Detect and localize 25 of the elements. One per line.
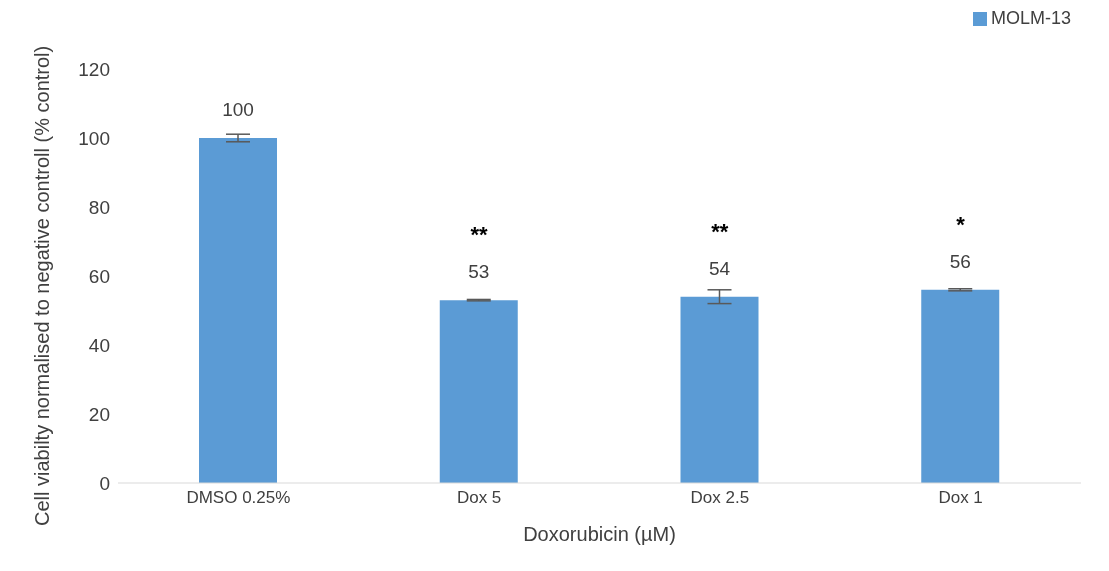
y-tick-label: 60 [88,265,110,287]
data-label: 53 [468,261,490,283]
bar [921,289,1000,483]
y-tick-label: 100 [78,127,110,149]
y-tick-label: 120 [78,58,110,80]
x-tick-label: Dox 5 [456,488,502,508]
x-tick-label: Dox 1 [938,488,983,508]
x-tick-label: Dox 2.5 [690,488,750,508]
bar [439,300,518,483]
annotation: * [956,211,966,237]
annotation: ** [470,222,489,248]
bar [680,296,759,483]
y-tick-label: 20 [88,403,110,425]
x-tick-label: DMSO 0.25% [186,488,291,508]
data-label: 100 [222,99,254,120]
data-label: 54 [708,257,731,279]
legend-label: MOLM-13 [990,8,1071,28]
y-tick-label: 80 [88,196,110,218]
x-axis-title: Doxorubicin (µM) [523,523,676,545]
data-label: 56 [949,250,971,272]
y-tick-label: 40 [88,334,110,356]
y-axis-title: Cell viabilty normalised to negative controll (% control) [31,45,54,526]
bar [199,138,277,483]
y-tick-label: 0 [99,472,110,494]
annotation: ** [711,218,729,244]
